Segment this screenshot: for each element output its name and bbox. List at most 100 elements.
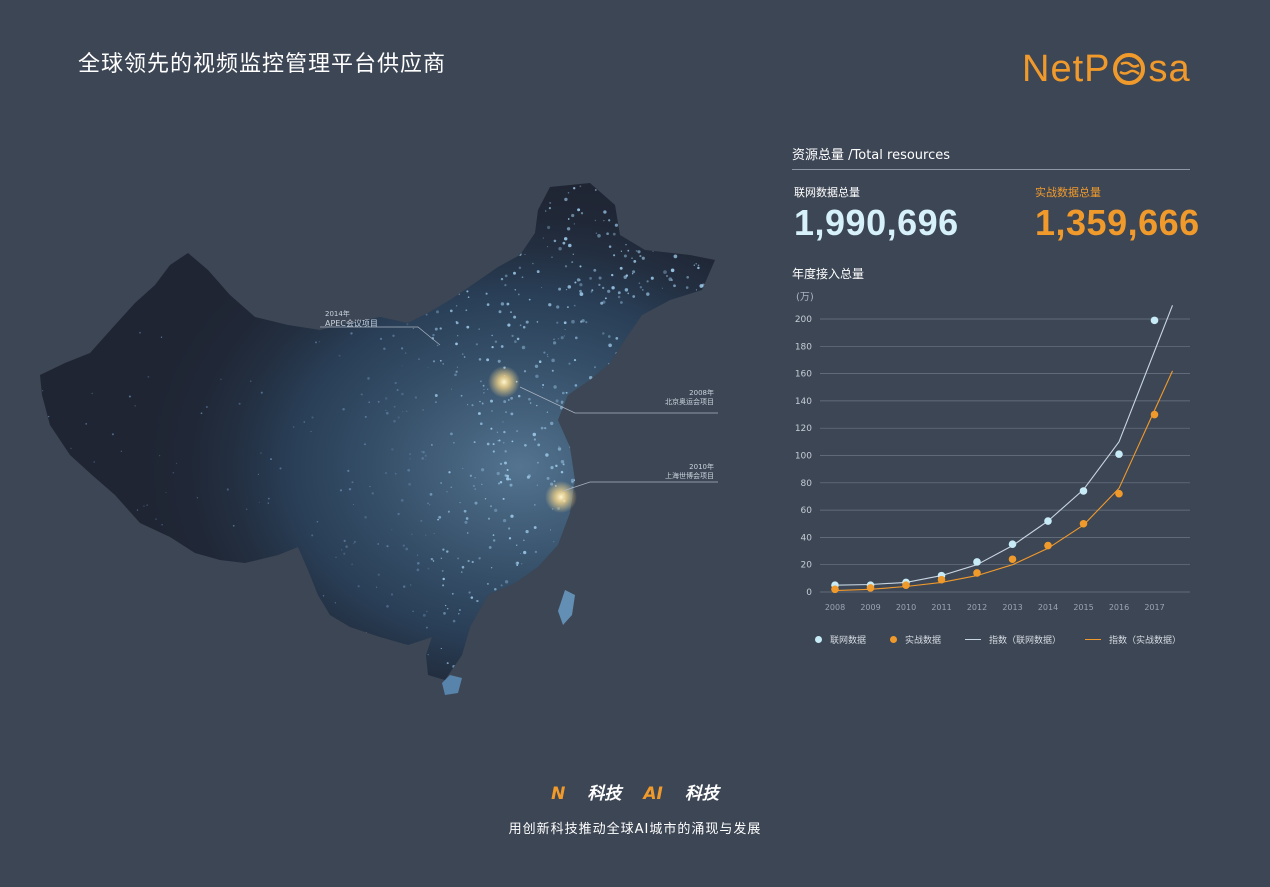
- map-dot: [614, 465, 618, 468]
- map-dot: [107, 529, 110, 531]
- map-dot: [602, 286, 605, 290]
- map-dot: [631, 600, 635, 605]
- map-dot: [492, 450, 495, 453]
- map-dot: [650, 450, 653, 453]
- map-dot: [605, 656, 610, 660]
- map-dot: [571, 319, 575, 324]
- map-dot: [578, 411, 580, 413]
- annotation-apec-label: APEC会议项目: [325, 318, 378, 328]
- map-dot: [671, 242, 676, 247]
- map-dot: [478, 625, 481, 627]
- map-dot: [494, 508, 498, 513]
- map-dot: [172, 616, 175, 619]
- map-dot: [646, 223, 649, 225]
- map-dot: [705, 613, 709, 617]
- map-dot: [407, 468, 411, 472]
- map-dot: [521, 276, 524, 279]
- map-dot: [602, 300, 606, 304]
- map-dot: [171, 552, 174, 555]
- map-dot: [609, 505, 612, 508]
- map-dot: [640, 317, 643, 320]
- map-dot: [119, 293, 122, 296]
- map-dot: [720, 624, 723, 627]
- map-dot: [672, 685, 674, 687]
- map-dot: [727, 536, 730, 539]
- map-dot: [506, 477, 510, 481]
- map-dot: [637, 635, 641, 638]
- map-dot: [509, 478, 512, 481]
- map-dot: [633, 221, 635, 223]
- map-dot: [671, 361, 673, 364]
- map-dot: [666, 602, 670, 606]
- map-dot: [427, 693, 430, 696]
- legend-item-trend-networked: 指数（联网数据）: [965, 633, 1061, 646]
- data-point: [831, 585, 839, 594]
- map-dot: [669, 694, 671, 696]
- map-dot: [320, 199, 323, 202]
- map-dot: [704, 344, 709, 348]
- map-dot: [681, 419, 684, 422]
- map-dot: [322, 274, 325, 277]
- map-dot: [626, 485, 629, 488]
- map-dot: [391, 529, 393, 531]
- map-dot: [628, 334, 633, 338]
- map-dot: [557, 338, 560, 340]
- map-dot: [270, 458, 272, 461]
- slogan-subline: 用创新科技推动全球AI城市的涌现与发展: [508, 822, 762, 837]
- map-dot: [316, 520, 319, 523]
- map-dot: [409, 458, 411, 460]
- map-dot: [646, 280, 649, 283]
- map-dot: [691, 449, 694, 453]
- map-dot: [368, 401, 371, 404]
- map-dot: [579, 387, 583, 391]
- map-dot: [713, 645, 715, 649]
- map-dot: [30, 451, 31, 453]
- map-dot: [544, 426, 547, 430]
- map-dot: [641, 682, 642, 683]
- map-dot: [624, 288, 629, 292]
- map-dot: [483, 194, 485, 196]
- map-dot: [658, 217, 661, 221]
- map-dot: [663, 595, 668, 600]
- map-dot: [401, 681, 402, 682]
- china-map: 2014年 APEC会议项目 2008年 北京奥运会项目 2010年 上海世博会…: [30, 175, 730, 705]
- map-dot: [574, 336, 578, 340]
- map-dot: [560, 470, 564, 474]
- map-dot: [608, 542, 610, 544]
- map-dot: [725, 367, 727, 369]
- map-dot: [622, 653, 626, 657]
- map-dot: [530, 196, 534, 200]
- map-dot: [411, 533, 413, 535]
- map-dot: [291, 562, 294, 565]
- map-dot: [200, 412, 203, 415]
- x-tick-label: 2017: [1144, 603, 1164, 612]
- map-dot: [143, 505, 145, 507]
- annotation-shanghai: 2010年 上海世博会项目: [630, 463, 714, 481]
- map-dot: [114, 209, 117, 211]
- map-dot: [654, 621, 656, 623]
- map-dot: [599, 505, 602, 509]
- map-dot: [450, 432, 453, 436]
- map-dot: [172, 471, 175, 474]
- map-dot: [484, 498, 487, 500]
- map-dot: [698, 604, 702, 607]
- map-dot: [534, 550, 538, 554]
- map-dot: [628, 487, 632, 491]
- map-dot: [713, 428, 715, 430]
- map-dot: [406, 323, 409, 326]
- map-dot: [690, 429, 694, 432]
- map-dot: [536, 404, 538, 407]
- map-dot: [435, 401, 437, 403]
- map-dot: [44, 295, 46, 297]
- map-dot: [457, 557, 460, 560]
- map-dot: [496, 431, 499, 433]
- map-dot: [393, 405, 396, 408]
- map-dot: [606, 232, 609, 236]
- map-dot: [538, 598, 541, 601]
- map-dot: [597, 404, 601, 408]
- map-dot: [465, 517, 469, 520]
- map-dot: [494, 588, 497, 591]
- map-dot: [474, 488, 477, 490]
- slogan-ai-rest: 科技: [684, 784, 719, 804]
- map-dot: [643, 373, 647, 377]
